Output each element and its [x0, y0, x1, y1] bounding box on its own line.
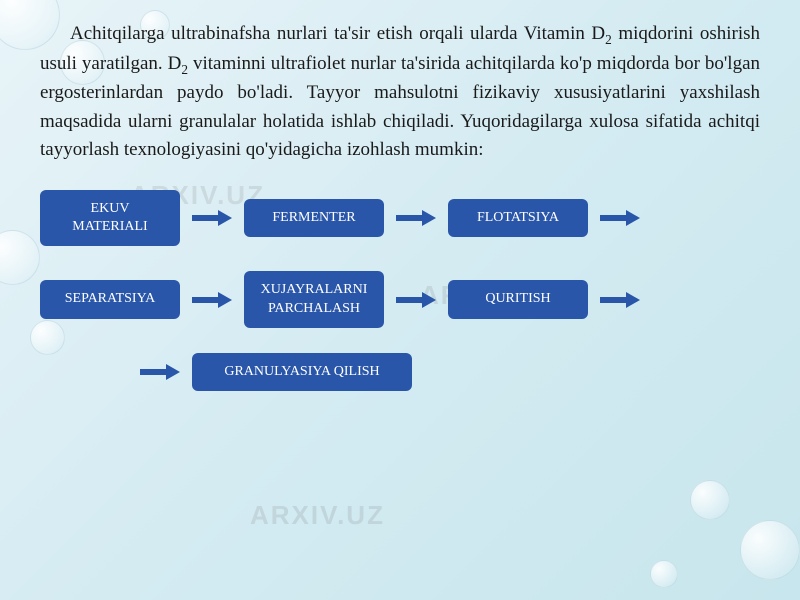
water-bubble — [0, 230, 40, 285]
flotatsiya: FLOTATSIYA — [448, 199, 588, 237]
flow-row: EKUVMATERIALI FERMENTER FLOTATSIYA — [40, 190, 760, 246]
flow-row: GRANULYASIYA QILISH — [40, 353, 760, 391]
granulyasiya-qilish: GRANULYASIYA QILISH — [192, 353, 412, 391]
xujayralarni-parchalash: XUJAYRALARNIPARCHALASH — [244, 271, 384, 327]
ekuv-materiali: EKUVMATERIALI — [40, 190, 180, 246]
flow-arrow-icon — [396, 210, 436, 226]
water-bubble — [650, 560, 678, 588]
flow-arrow-icon — [192, 210, 232, 226]
flow-row: SEPARATSIYA XUJAYRALARNIPARCHALASH QURIT… — [40, 271, 760, 327]
flow-arrow-icon — [396, 292, 436, 308]
subscript: 2 — [181, 62, 188, 77]
flow-arrow-icon — [192, 292, 232, 308]
fermenter: FERMENTER — [244, 199, 384, 237]
watermark-text: ARXIV.UZ — [250, 500, 385, 531]
water-bubble — [690, 480, 730, 520]
flowchart: EKUVMATERIALI FERMENTER FLOTATSIYA SEPAR… — [40, 190, 760, 391]
body-paragraph: Achitqilarga ultrabinafsha nurlari ta'si… — [40, 20, 760, 165]
quritish: QURITISH — [448, 280, 588, 318]
water-bubble — [740, 520, 800, 580]
flow-arrow-icon — [140, 364, 180, 380]
flow-arrow-icon — [600, 292, 640, 308]
separatsiya: SEPARATSIYA — [40, 280, 180, 318]
flow-arrow-icon — [600, 210, 640, 226]
subscript: 2 — [605, 32, 612, 47]
